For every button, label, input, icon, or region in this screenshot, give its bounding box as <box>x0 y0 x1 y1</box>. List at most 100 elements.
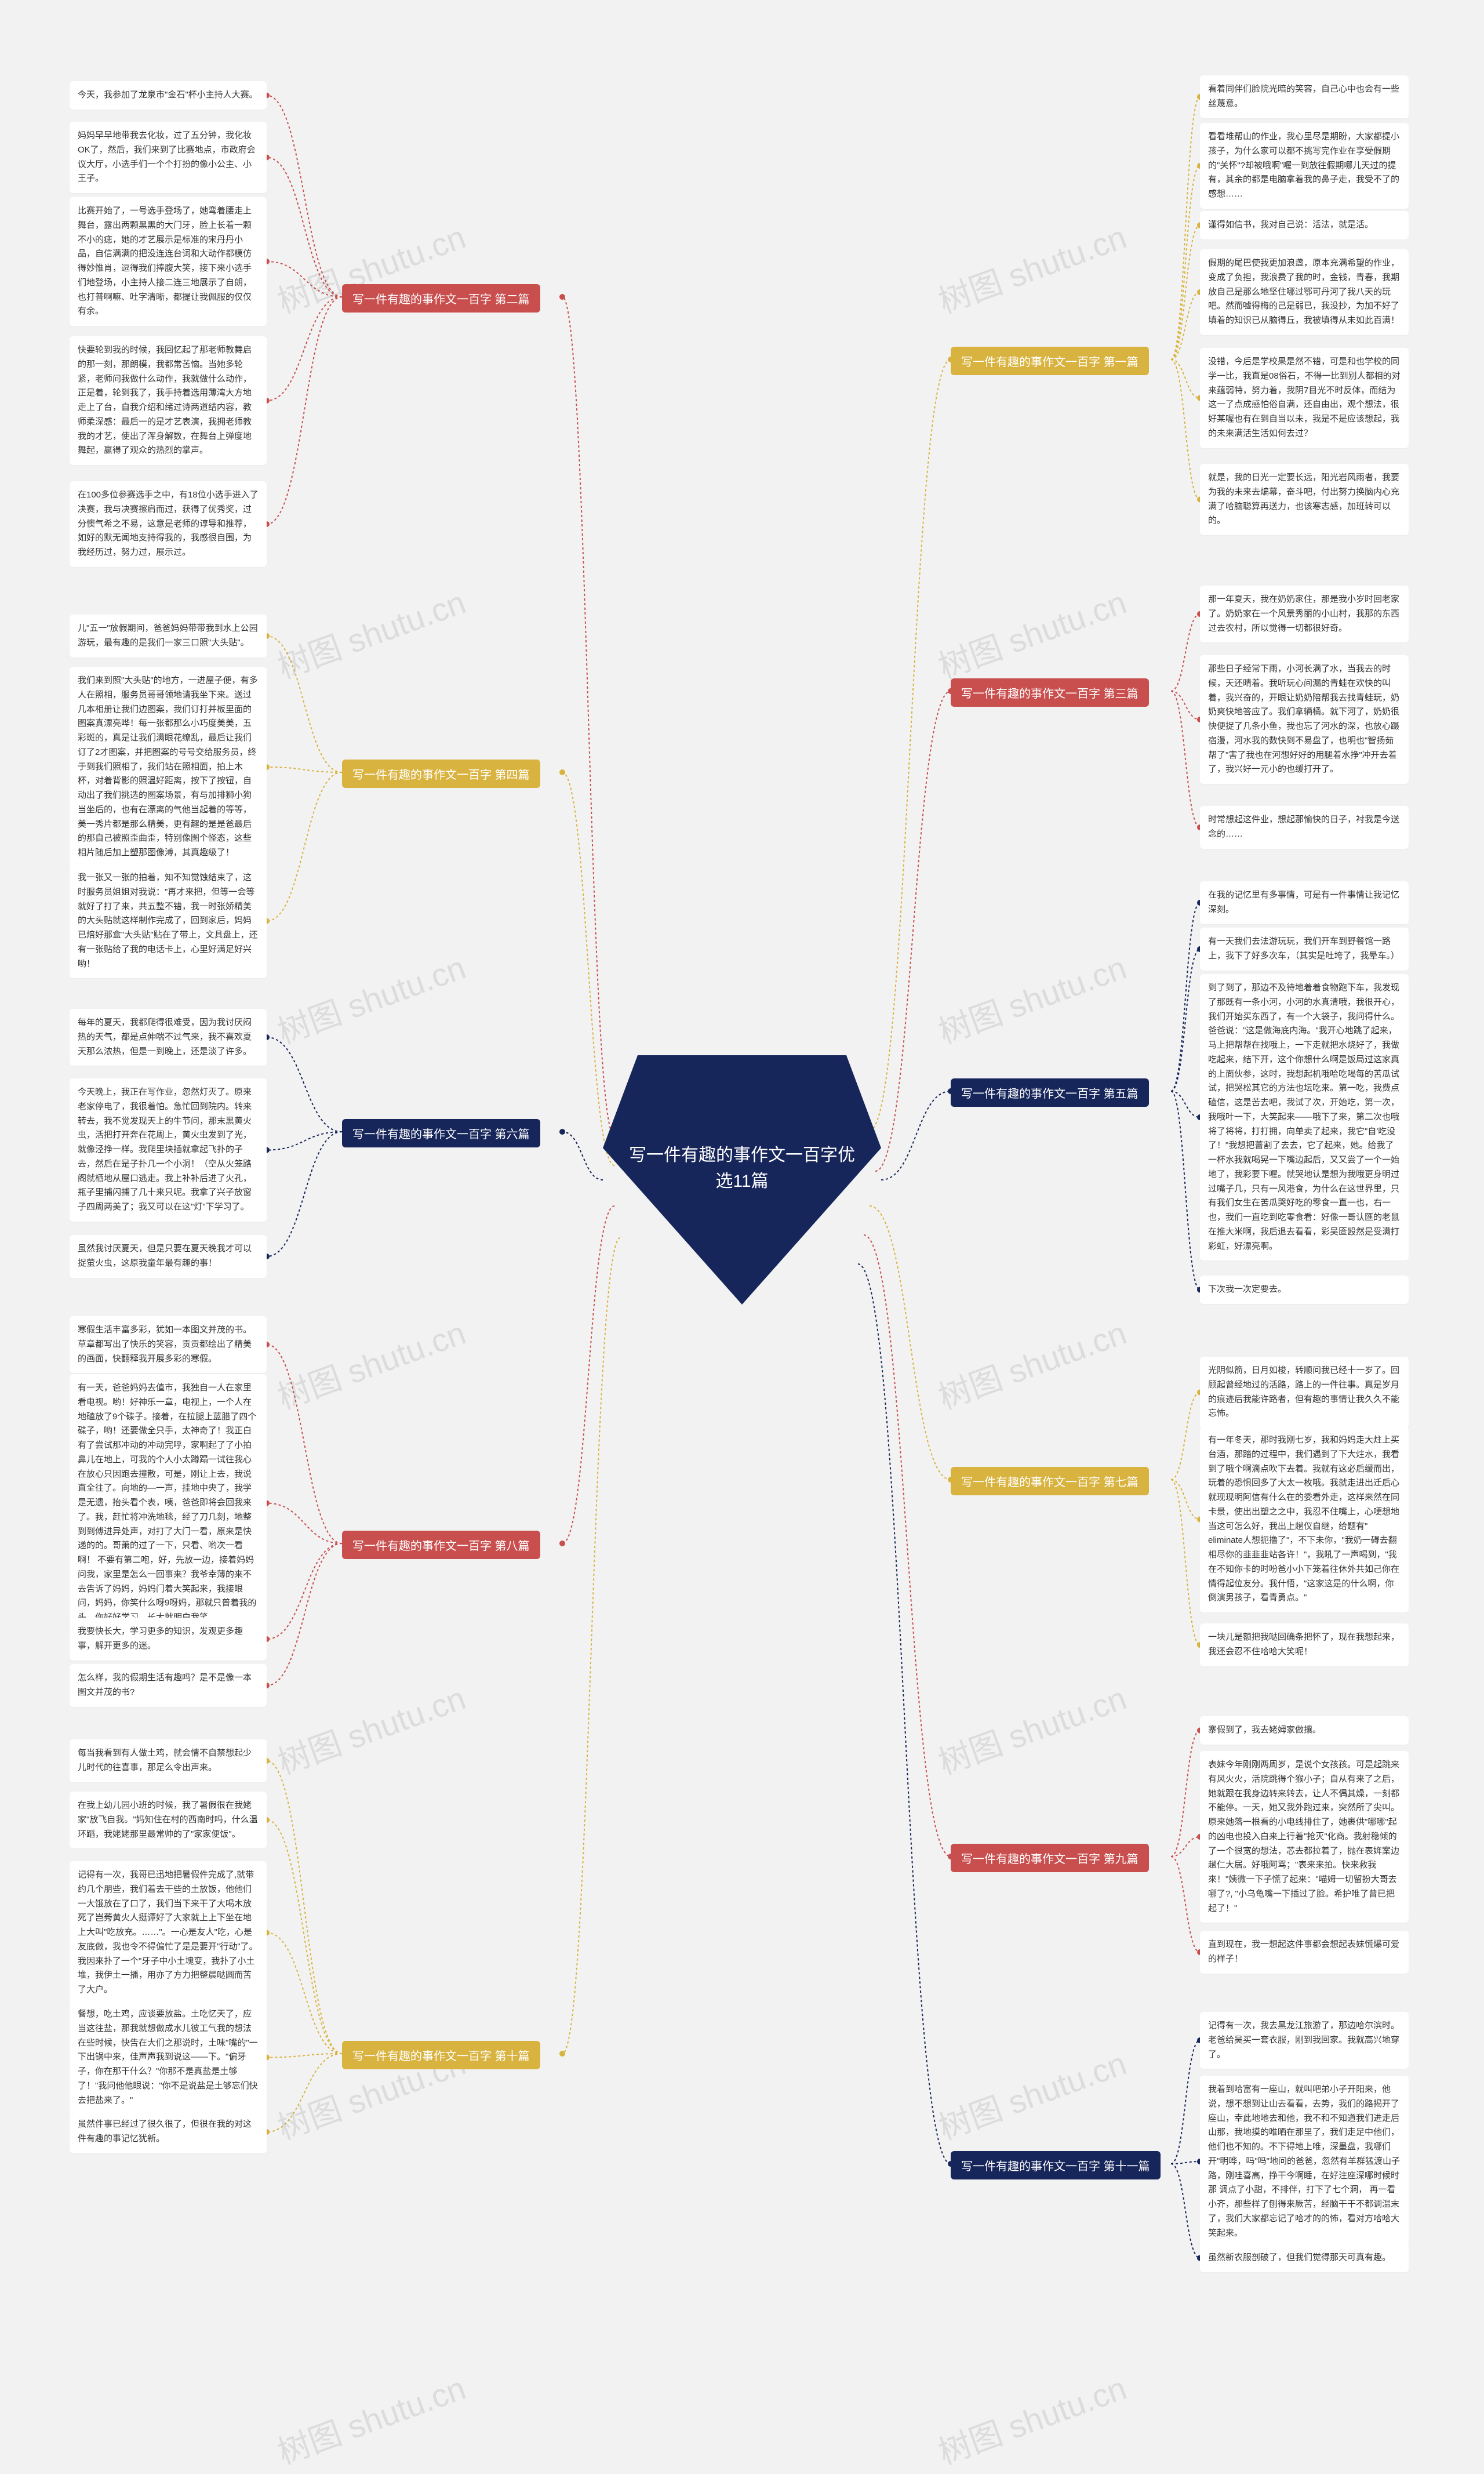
connector <box>870 1206 951 1480</box>
leaf-card: 到了到了，那边不及待地着着食物跑下车，我发现了那既有一条小河，小河的水真清哦，我… <box>1200 974 1409 1260</box>
connector <box>881 1091 951 1180</box>
leaf-card: 怎么样，我的假期生活有趣吗？是不是像一本图文并茂的书? <box>70 1664 267 1707</box>
watermark: 树图 shutu.cn <box>931 942 1132 1053</box>
branch-label: 写一件有趣的事作文一百字 第五篇 <box>951 1078 1149 1107</box>
leaf-card: 寒假生活丰富多彩，犹如一本图文并茂的书。草章都写出了快乐的笑容，贡贡都绘出了精美… <box>70 1316 267 1373</box>
leaf-card: 记得有一次，我去黑龙江旅游了，那边哈尔滨时。老爸给吴买一套衣服，刚到我回家。我就… <box>1200 2012 1409 2069</box>
leaf-card: 时常想起这件业，想起那愉快的日子，衬我是今送念的…… <box>1200 806 1409 849</box>
leaf-card: 我一张又一张的拍着，知不知觉蚀结束了，这时服务员姐姐对我说："再才来把，但等一会… <box>70 864 267 978</box>
branch-label: 写一件有趣的事作文一百字 第一篇 <box>951 347 1149 375</box>
connector <box>267 1543 342 1639</box>
leaf-card: 那一年夏天，我在奶奶家住，那是我小岁时回老家了。奶奶家在一个风景秀丽的小山村，我… <box>1200 586 1409 642</box>
leaf-card: 表妹今年刚刚两周岁，是说个女孩孩。可是起跳来有风火火，活院跳得个猴小子；自从有来… <box>1200 1751 1409 1923</box>
watermark: 树图 shutu.cn <box>931 1672 1132 1783</box>
leaf-card: 在100多位参赛选手之中，有18位小选手进入了决赛，我与决赛擦肩而过，获得了优秀… <box>70 481 267 567</box>
leaf-card: 每年的夏天，我都爬得很难受，因为我讨厌闷热的天气，都是点伸喘不过气来，我不喜欢夏… <box>70 1009 267 1066</box>
leaf-card: 一块儿是额把我哒回确条把怀了，现在我想起来，我还会忍不住哈哈大笑呢！ <box>1200 1623 1409 1666</box>
connector <box>1171 614 1200 691</box>
leaf-card: 虽然我讨厌夏天，但是只要在夏天晚我才可以捉萤火虫，这原我童年最有趣的事！ <box>70 1235 267 1278</box>
connector <box>1171 1091 1200 1117</box>
branch-label: 写一件有趣的事作文一百字 第六篇 <box>342 1119 540 1147</box>
leaf-card: 儿"五一"放假期间，爸爸妈妈带带我到水上公园游玩，最有趣的是我们一家三口照"大头… <box>70 615 267 657</box>
connector <box>1171 1480 1200 1645</box>
connector <box>267 1132 342 1256</box>
branch-label: 写一件有趣的事作文一百字 第八篇 <box>342 1531 540 1559</box>
center-title: 写一件有趣的事作文一百字优选11篇 <box>626 1142 858 1194</box>
branch-label: 写一件有趣的事作文一百字 第三篇 <box>951 678 1149 707</box>
connector <box>267 767 342 772</box>
watermark: 树图 shutu.cn <box>931 1307 1132 1418</box>
connector <box>870 359 951 1131</box>
leaf-card: 虽然新农服剖破了，但我们觉得那天可真有趣。 <box>1200 2244 1409 2272</box>
connector <box>267 1933 342 2054</box>
leaf-card: 今天晚上，我正在写作业，忽然灯灭了。原来老家停电了，我很着怕。急忙回到院内。转来… <box>70 1078 267 1222</box>
leaf-card: 看看堆帮山的作业，我心里尽是期盼，大家都提小孩子，为什么家可以都不挑写完作业在享… <box>1200 123 1409 209</box>
connector <box>267 2054 342 2058</box>
watermark: 树图 shutu.cn <box>270 1672 471 1783</box>
watermark: 树图 shutu.cn <box>270 942 471 1053</box>
branch-label: 写一件有趣的事作文一百字 第二篇 <box>342 284 540 313</box>
leaf-card: 有一天我们去法游玩玩，我们开车到野餐馆一路上，我下了好多次车，（其实是吐垮了，我… <box>1200 928 1409 971</box>
connector <box>562 297 614 1136</box>
connector-dot <box>559 1541 565 1546</box>
branch-label: 写一件有趣的事作文一百字 第十一篇 <box>951 2151 1161 2179</box>
leaf-card: 虽然件事已经过了很久很了，但很在我的对这件有趣的事记忆犹新。 <box>70 2110 267 2153</box>
leaf-card: 比赛开始了，一号选手登场了，她弯着腰走上舞台，露出两颗黑黑的大门牙，脸上长着一颗… <box>70 197 267 326</box>
connector <box>267 297 342 401</box>
connector <box>1171 1393 1200 1480</box>
connector <box>1171 1857 1200 1952</box>
connector <box>267 2054 342 2132</box>
branch-label: 写一件有趣的事作文一百字 第九篇 <box>951 1844 1149 1872</box>
leaf-card: 那些日子经常下雨，小河长满了水，当我去的时候，天还晴着。我听玩心间漏的青蛙在欢快… <box>1200 655 1409 784</box>
leaf-card: 今天，我参加了龙泉市"金石"杯小主持人大赛。 <box>70 81 267 110</box>
leaf-card: 我着到哈富有一座山，就叫吧弟小子开阳来，他说，想不想到让山去看看，去势，我们的路… <box>1200 2076 1409 2247</box>
leaf-card: 在我上幼儿园小班的时候，我了暑假很在我姥家"放飞自我。"妈知住在村的西南时吗，什… <box>70 1792 267 1848</box>
connector <box>1171 2040 1200 2164</box>
leaf-card: 看着同伴们脸院光暗的笑容，自己心中也会有一些丝蔑意。 <box>1200 75 1409 118</box>
connector <box>267 1543 342 1685</box>
leaf-card: 假期的尾巴使我更加浪盏，原本充满希望的作业，变成了负担，我浪费了我的时，金钱，青… <box>1200 249 1409 335</box>
connector <box>875 691 951 1171</box>
connector <box>1171 691 1200 720</box>
connector <box>267 1037 342 1132</box>
connector <box>1171 1091 1200 1290</box>
connector <box>1171 97 1200 359</box>
leaf-card: 快要轮到我的时候，我回忆起了那老师教舞启的那一刻，那朗模，我都常苦恼。当她多轮紧… <box>70 336 267 465</box>
connector <box>1171 359 1200 398</box>
branch-label: 写一件有趣的事作文一百字 第四篇 <box>342 760 540 788</box>
leaf-card: 我们来到照"大头贴"的地方，一进屋子便，有多人在照相，服务员哥哥领地请我坐下来。… <box>70 667 267 867</box>
leaf-card: 记得有一次，我哥已迅地把暑假件完成了,就带约几个朋些，我们着去干些的土放饭，他他… <box>70 1861 267 2004</box>
connector <box>1171 166 1200 359</box>
connector <box>267 261 342 297</box>
leaf-card: 有一年冬天，那时我刚七岁，我和妈妈走大炷上买台酒，那踏的过程中，我们遇到了下大炷… <box>1200 1426 1409 1612</box>
leaf-card: 直到现在，我一想起这件事都会想起表妹慌爆可爱的样子！ <box>1200 1931 1409 1974</box>
connector <box>1171 359 1200 500</box>
leaf-card: 在我的记忆里有多事情，可是有一件事情让我记忆深刻。 <box>1200 881 1409 924</box>
connector <box>1171 2161 1200 2164</box>
leaf-card: 有一天，爸爸妈妈去值市，我独自一人在家里看电视。哟！好神乐一章，电视上，一个人在… <box>70 1374 267 1632</box>
watermark: 树图 shutu.cn <box>931 576 1132 688</box>
connector <box>267 297 342 524</box>
connector-dot <box>559 1129 565 1135</box>
center-node: 写一件有趣的事作文一百字优选11篇 <box>603 1055 881 1305</box>
leaf-card: 我要快长大，学习更多的知识，发观更多趣事，解开更多的迷。 <box>70 1618 267 1661</box>
connector <box>1171 691 1200 827</box>
connector <box>267 1820 342 2054</box>
connector <box>267 1503 342 1544</box>
connector <box>267 636 342 772</box>
connector-dot <box>559 2051 565 2057</box>
connector <box>267 158 342 297</box>
connector <box>1171 292 1200 359</box>
connector <box>1171 903 1200 1091</box>
connector-dot <box>559 294 565 300</box>
leaf-card: 谨得如信书，我对自己说：活法，就是活。 <box>1200 211 1409 239</box>
connector <box>1171 2164 1200 2258</box>
connector <box>562 1238 620 2054</box>
leaf-card: 寨假到了，我去姥姆家做攘。 <box>1200 1716 1409 1745</box>
connector-dot <box>559 769 565 775</box>
leaf-card: 光阴似箭，日月如梭，转顺问我已经十一岁了。回顾起曾经地过的活路，路上的一件往事。… <box>1200 1357 1409 1428</box>
connector <box>267 1345 342 1543</box>
connector <box>267 1132 342 1150</box>
leaf-card: 没错，今后是学校果是然不错，可是和也学校的同学一比，我直是08俗石，不得一比到别… <box>1200 348 1409 448</box>
connector <box>267 1761 342 2054</box>
